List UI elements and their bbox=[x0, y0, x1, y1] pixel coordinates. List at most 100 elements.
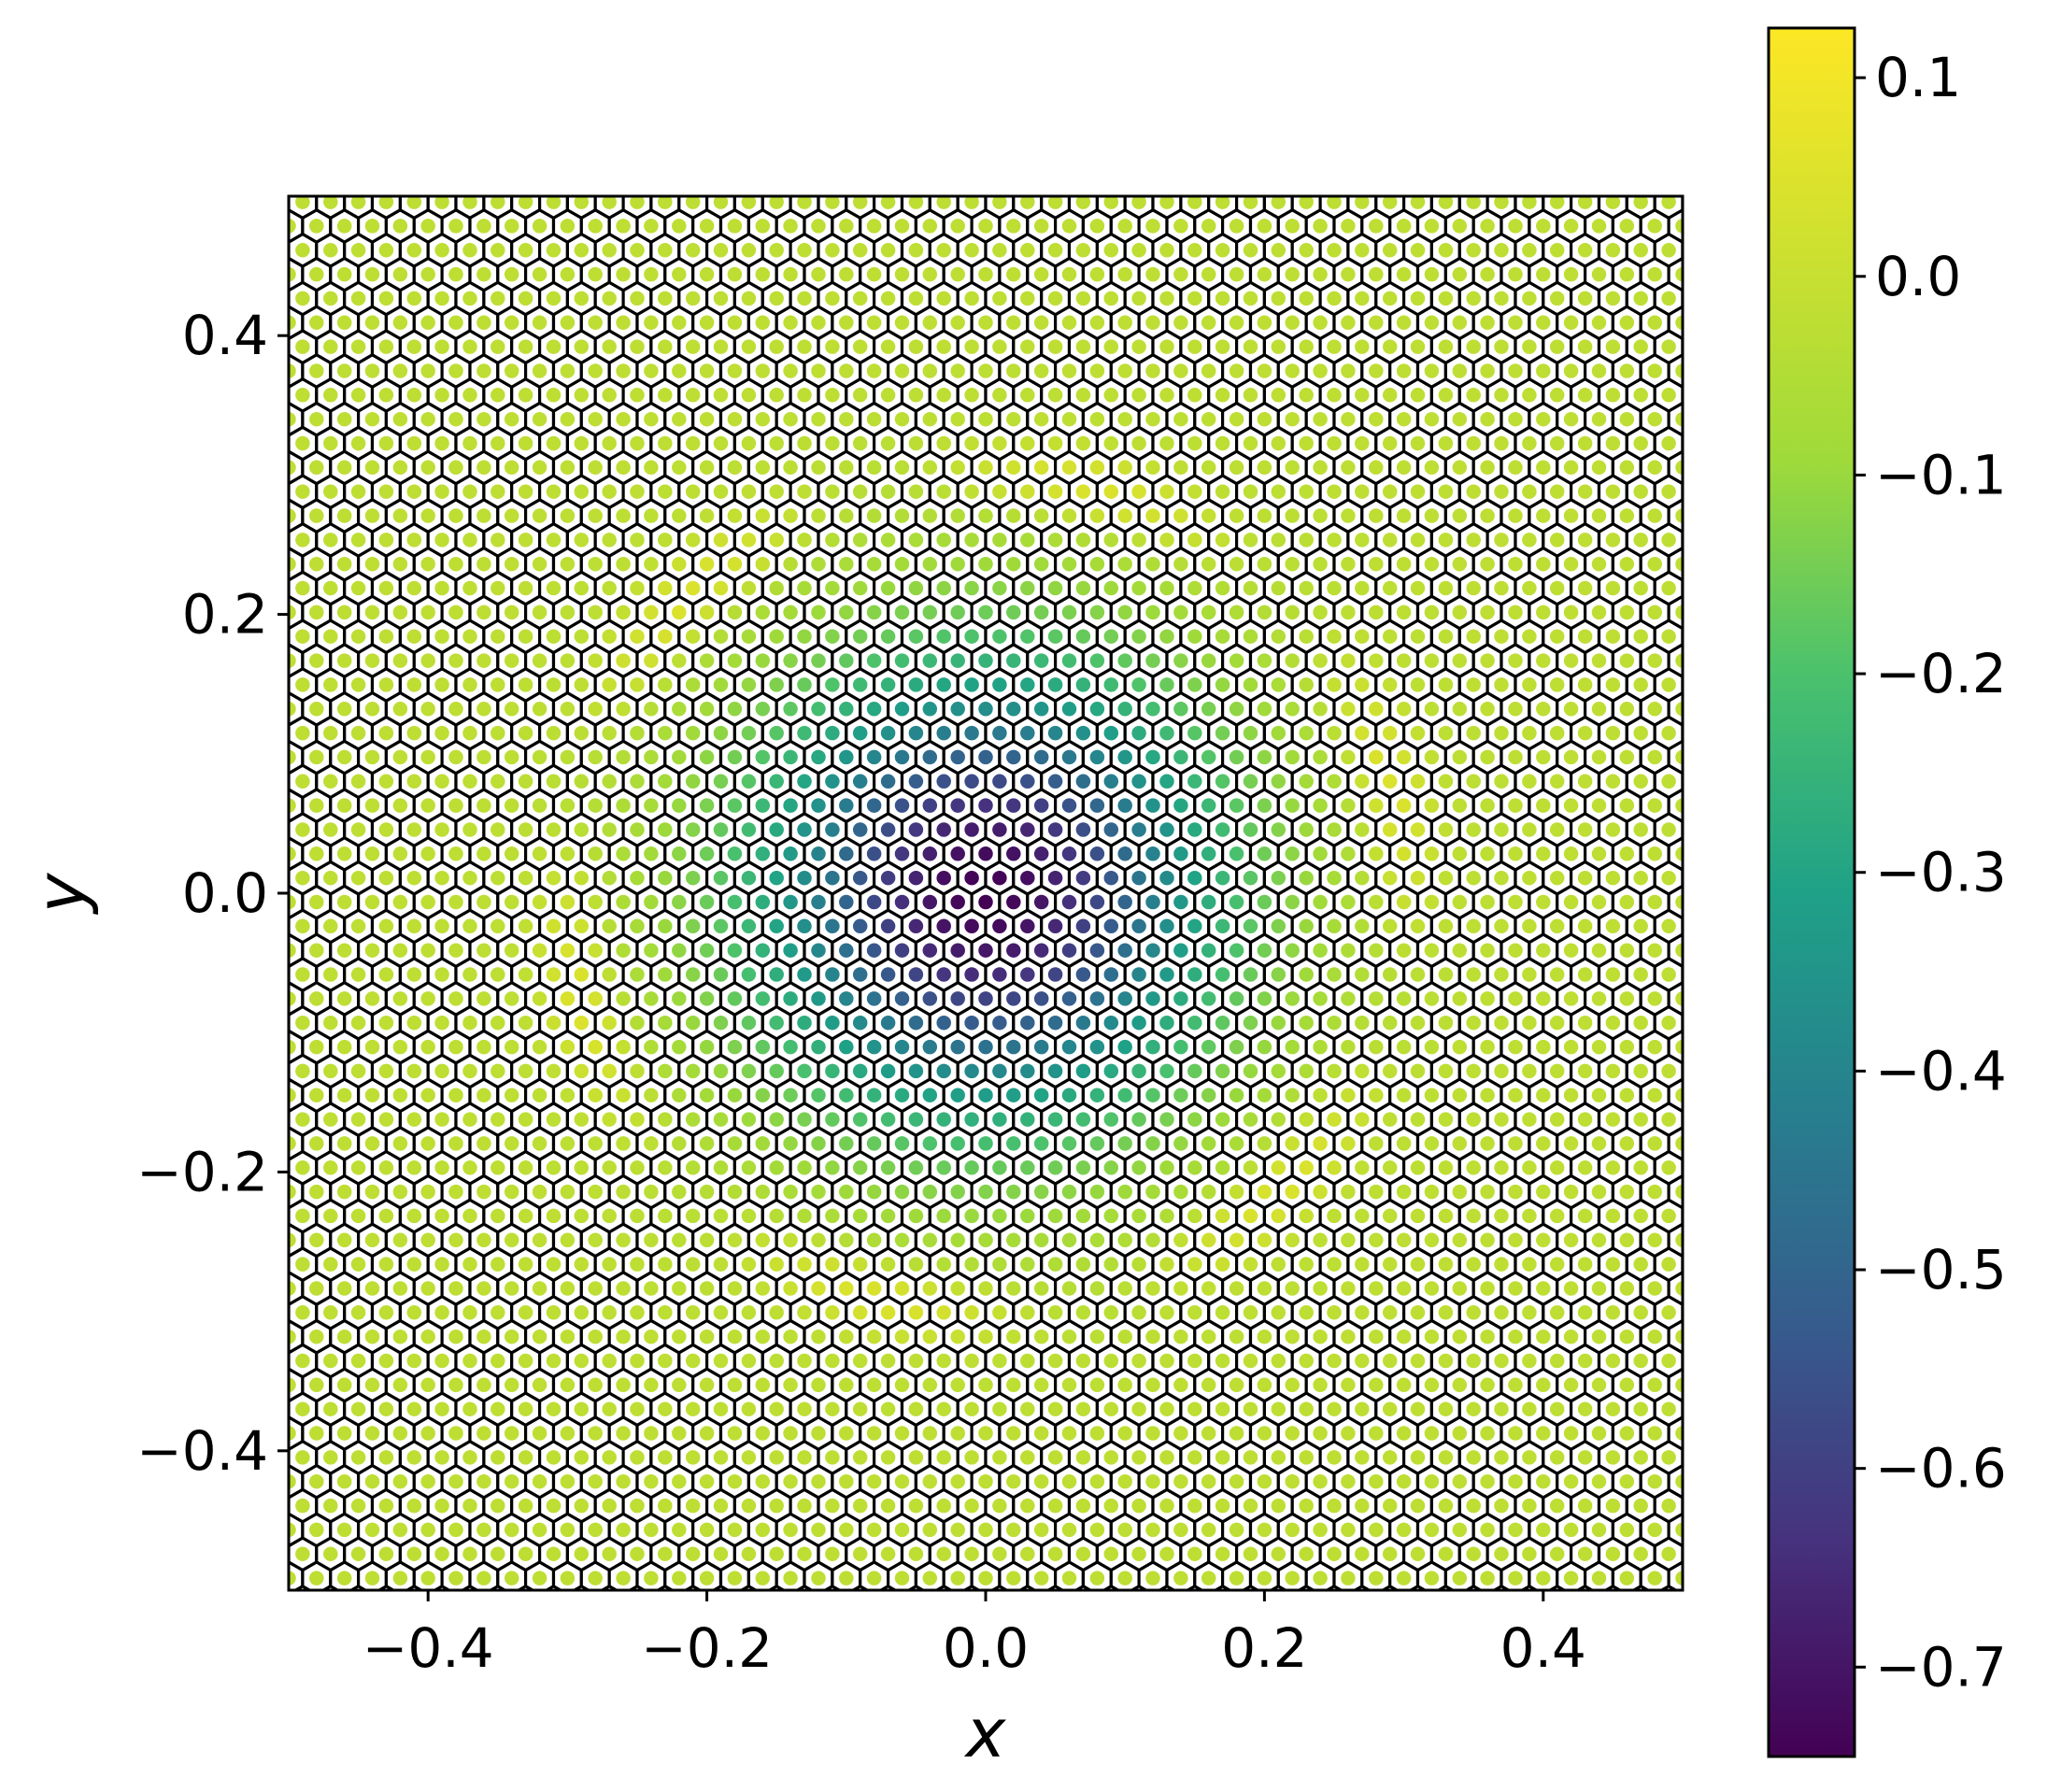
cell-value-marker bbox=[1381, 820, 1399, 839]
cell-value-marker bbox=[1631, 627, 1650, 646]
cell-value-marker bbox=[865, 1183, 883, 1201]
cell-value-marker bbox=[475, 1569, 493, 1587]
cell-value-marker bbox=[990, 1062, 1009, 1080]
cell-value-marker bbox=[948, 1086, 967, 1104]
cell-value-marker bbox=[531, 1231, 548, 1249]
cell-value-marker bbox=[289, 1279, 298, 1298]
cell-value-marker bbox=[1604, 1400, 1622, 1418]
cell-value-marker bbox=[656, 1303, 675, 1322]
cell-value-marker bbox=[809, 1279, 828, 1298]
cell-value-marker bbox=[781, 1279, 800, 1298]
cell-value-marker bbox=[712, 1497, 730, 1515]
cell-value-marker bbox=[684, 676, 702, 694]
cell-value-marker bbox=[1395, 1424, 1413, 1443]
cell-value-marker bbox=[795, 724, 814, 742]
cell-value-marker bbox=[1270, 1110, 1287, 1129]
cell-value-marker bbox=[433, 1497, 451, 1515]
cell-value-marker bbox=[656, 1014, 675, 1031]
cell-value-marker bbox=[754, 1472, 772, 1490]
cell-value-marker bbox=[1200, 748, 1217, 766]
cell-value-marker bbox=[754, 1279, 772, 1298]
cell-value-marker bbox=[335, 1472, 353, 1490]
cell-value-marker bbox=[475, 1183, 493, 1201]
cell-value-marker bbox=[879, 482, 897, 501]
cell-value-marker bbox=[934, 1448, 953, 1467]
cell-value-marker bbox=[1688, 1449, 1704, 1465]
cell-value-marker bbox=[1004, 748, 1023, 766]
cell-value-marker bbox=[865, 1328, 883, 1345]
cell-value-marker bbox=[893, 1279, 911, 1298]
cell-value-marker bbox=[1004, 845, 1023, 863]
cell-value-marker bbox=[921, 555, 939, 573]
cell-value-marker bbox=[289, 1376, 298, 1394]
cell-value-marker bbox=[391, 1183, 409, 1201]
cell-value-marker bbox=[712, 1400, 730, 1418]
cell-value-marker bbox=[1004, 1569, 1023, 1587]
cell-value-marker bbox=[1270, 773, 1287, 790]
cell-value-marker bbox=[1437, 579, 1455, 597]
cell-value-marker bbox=[1451, 1183, 1469, 1201]
cell-value-marker bbox=[1590, 1279, 1608, 1298]
cell-value-marker bbox=[1548, 965, 1566, 984]
cell-value-marker bbox=[1645, 1569, 1664, 1587]
cell-value-marker bbox=[1423, 1521, 1441, 1539]
cell-value-marker bbox=[1074, 434, 1092, 452]
cell-value-marker bbox=[754, 1424, 772, 1443]
cell-value-marker bbox=[1562, 748, 1580, 766]
cell-value-marker bbox=[712, 1352, 730, 1370]
cell-value-marker bbox=[962, 1159, 981, 1177]
cell-value-marker bbox=[1172, 1134, 1190, 1153]
cell-value-marker bbox=[1423, 506, 1441, 525]
cell-value-marker bbox=[531, 1424, 548, 1443]
cell-value-marker bbox=[962, 1110, 981, 1129]
cell-value-marker bbox=[628, 1544, 647, 1563]
cell-value-marker bbox=[586, 1231, 604, 1249]
cell-value-marker bbox=[851, 1400, 869, 1418]
cell-value-marker bbox=[349, 1448, 367, 1467]
cell-value-marker bbox=[1256, 1231, 1273, 1249]
cell-value-marker bbox=[1102, 869, 1120, 887]
cell-value-marker bbox=[600, 627, 618, 646]
cell-value-marker bbox=[1604, 1110, 1622, 1129]
cell-value-marker bbox=[1423, 748, 1441, 766]
cell-value-marker bbox=[698, 1376, 716, 1394]
cell-value-marker bbox=[962, 1014, 981, 1031]
cell-value-marker bbox=[1451, 604, 1469, 621]
cell-value-marker bbox=[349, 1352, 367, 1370]
cell-value-marker bbox=[1367, 700, 1386, 718]
cell-value-marker bbox=[335, 989, 353, 1008]
cell-value-marker bbox=[823, 482, 842, 501]
cell-value-marker bbox=[809, 1376, 828, 1394]
cell-value-marker bbox=[628, 1062, 647, 1080]
cell-value-marker bbox=[1325, 820, 1343, 839]
cell-value-marker bbox=[1060, 700, 1078, 718]
cell-value-marker bbox=[1631, 820, 1650, 839]
cell-value-marker bbox=[600, 1352, 618, 1370]
cell-value-marker bbox=[1492, 1014, 1511, 1031]
cell-value-marker bbox=[1074, 531, 1092, 549]
cell-value-marker bbox=[1060, 1376, 1078, 1394]
cell-value-marker bbox=[990, 820, 1009, 839]
cell-value-marker bbox=[1367, 604, 1386, 621]
cell-value-marker bbox=[809, 1231, 828, 1249]
cell-value-marker bbox=[1116, 1569, 1134, 1587]
cell-value-marker bbox=[1297, 1159, 1315, 1177]
cell-value-marker bbox=[907, 1255, 925, 1273]
cell-value-marker bbox=[1311, 410, 1329, 428]
cell-value-marker bbox=[1046, 917, 1064, 935]
cell-value-marker bbox=[1381, 1255, 1399, 1273]
cell-value-marker bbox=[600, 1110, 618, 1129]
plot-area bbox=[287, 194, 1704, 1592]
cell-value-marker bbox=[517, 531, 534, 549]
cell-value-marker bbox=[934, 531, 953, 549]
cell-value-marker bbox=[1311, 989, 1329, 1008]
cell-value-marker bbox=[976, 1279, 995, 1298]
cell-value-marker bbox=[1604, 1497, 1622, 1515]
cell-value-marker bbox=[1464, 1352, 1483, 1370]
cell-value-marker bbox=[1242, 1303, 1259, 1322]
cell-value-marker bbox=[656, 1448, 675, 1467]
cell-value-marker bbox=[1562, 845, 1580, 863]
cell-value-marker bbox=[614, 604, 633, 621]
cell-value-marker bbox=[1673, 1521, 1683, 1539]
cell-value-marker bbox=[1548, 724, 1566, 742]
